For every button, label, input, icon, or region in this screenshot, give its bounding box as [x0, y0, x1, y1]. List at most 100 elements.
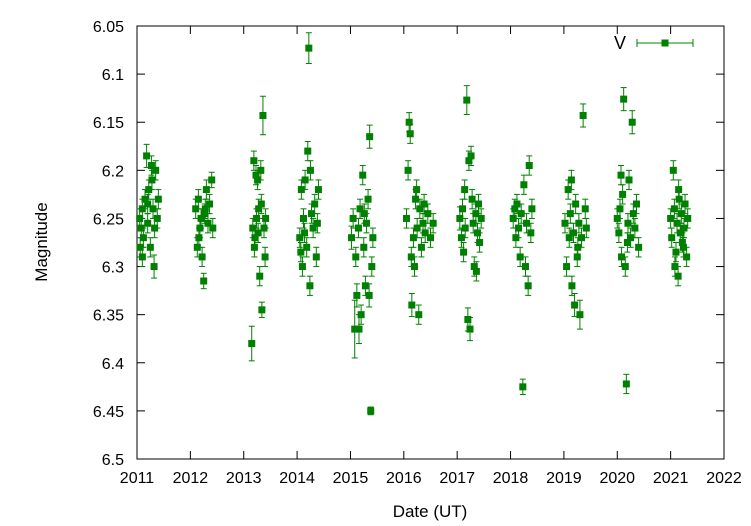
point-marker: [248, 340, 256, 348]
point-marker: [306, 166, 314, 174]
point-marker: [197, 214, 205, 222]
data-point-114: [460, 242, 468, 263]
data-point-90: [365, 283, 373, 308]
point-marker: [356, 205, 364, 213]
data-point-108: [407, 246, 415, 268]
data-point-80: [360, 237, 368, 258]
point-marker: [464, 315, 472, 323]
data-point-75: [353, 283, 361, 308]
point-marker: [413, 186, 421, 194]
data-point-55: [298, 256, 306, 277]
data-point-17: [154, 189, 162, 210]
data-point-89: [360, 203, 368, 224]
data-point-12: [152, 160, 160, 181]
point-marker: [144, 219, 152, 227]
point-marker: [576, 311, 584, 319]
y-axis-ticks: 6.05 6.1 6.15 6.2 6.25 6.3 6.35 6.4 6.45 6.5: [93, 19, 724, 469]
point-marker: [427, 234, 434, 242]
point-marker: [348, 234, 356, 242]
point-marker: [629, 210, 637, 218]
point-marker: [309, 224, 317, 232]
point-marker: [565, 234, 573, 242]
y-tick-label-8: 6.45: [93, 404, 124, 421]
data-point-34: [201, 203, 209, 224]
data-point-157: [576, 299, 584, 330]
point-marker: [575, 219, 583, 227]
data-point-48: [250, 237, 258, 258]
x-tick-label-2: 2013: [226, 470, 262, 487]
x-tick-label-9: 2020: [599, 470, 635, 487]
y-axis-label: Magnitude: [32, 202, 51, 281]
point-marker: [674, 272, 682, 280]
point-marker: [429, 219, 437, 227]
point-marker: [620, 95, 628, 103]
data-point-197: [671, 256, 679, 277]
point-marker: [581, 205, 589, 213]
y-tick-label-4: 6.25: [93, 211, 124, 228]
data-point-84: [366, 124, 374, 149]
data-point-94: [406, 123, 414, 144]
data-point-120: [467, 145, 475, 167]
data-point-144: [527, 222, 535, 243]
x-tick-label-3: 2014: [279, 470, 315, 487]
point-marker: [369, 234, 377, 242]
point-marker: [424, 210, 432, 218]
point-marker: [516, 253, 524, 261]
point-marker: [525, 162, 533, 170]
point-marker: [574, 243, 582, 251]
point-marker: [257, 200, 265, 208]
point-marker: [148, 176, 156, 184]
x-axis-label: Date (UT): [393, 502, 468, 521]
point-marker: [261, 253, 269, 261]
point-marker: [572, 200, 580, 208]
data-point-147: [563, 256, 571, 277]
point-marker: [465, 157, 473, 165]
data-point-184: [669, 160, 677, 181]
point-marker: [563, 263, 571, 271]
y-tick-label-6: 6.35: [93, 308, 124, 325]
data-point-95: [408, 292, 416, 318]
point-marker: [578, 234, 586, 242]
data-point-44: [258, 301, 266, 319]
point-marker: [667, 214, 675, 222]
data-point-106: [427, 227, 434, 248]
point-marker: [151, 224, 159, 232]
point-marker: [668, 234, 676, 242]
data-point-198: [675, 179, 683, 200]
point-marker: [355, 325, 363, 333]
y-tick-label-9: 6.5: [102, 452, 124, 469]
data-point-66: [314, 179, 322, 200]
point-marker: [254, 229, 262, 237]
point-marker: [561, 219, 569, 227]
point-marker: [144, 200, 152, 208]
point-marker: [304, 147, 312, 155]
data-point-77: [356, 198, 364, 219]
y-tick-label-3: 6.2: [102, 163, 124, 180]
point-marker: [252, 171, 260, 179]
legend: V: [614, 33, 694, 53]
data-point-169: [620, 87, 628, 112]
data-point-47: [262, 208, 270, 229]
data-point-53: [296, 227, 304, 248]
point-marker: [413, 224, 421, 232]
point-marker: [421, 229, 429, 237]
point-marker: [624, 219, 632, 227]
point-marker: [255, 205, 263, 213]
point-marker: [468, 195, 476, 203]
data-point-102: [417, 237, 425, 258]
point-marker: [619, 190, 627, 198]
data-point-61: [306, 275, 314, 296]
data-point-110: [420, 193, 428, 215]
data-point-166: [616, 198, 624, 219]
point-marker: [152, 166, 160, 174]
data-point-79: [359, 165, 367, 186]
point-marker: [367, 407, 375, 415]
data-point-33: [195, 227, 203, 248]
point-marker: [475, 200, 483, 208]
point-marker: [150, 263, 158, 271]
point-marker: [466, 325, 474, 333]
point-marker: [616, 205, 624, 213]
data-point-49: [254, 222, 262, 243]
point-marker: [467, 152, 475, 160]
